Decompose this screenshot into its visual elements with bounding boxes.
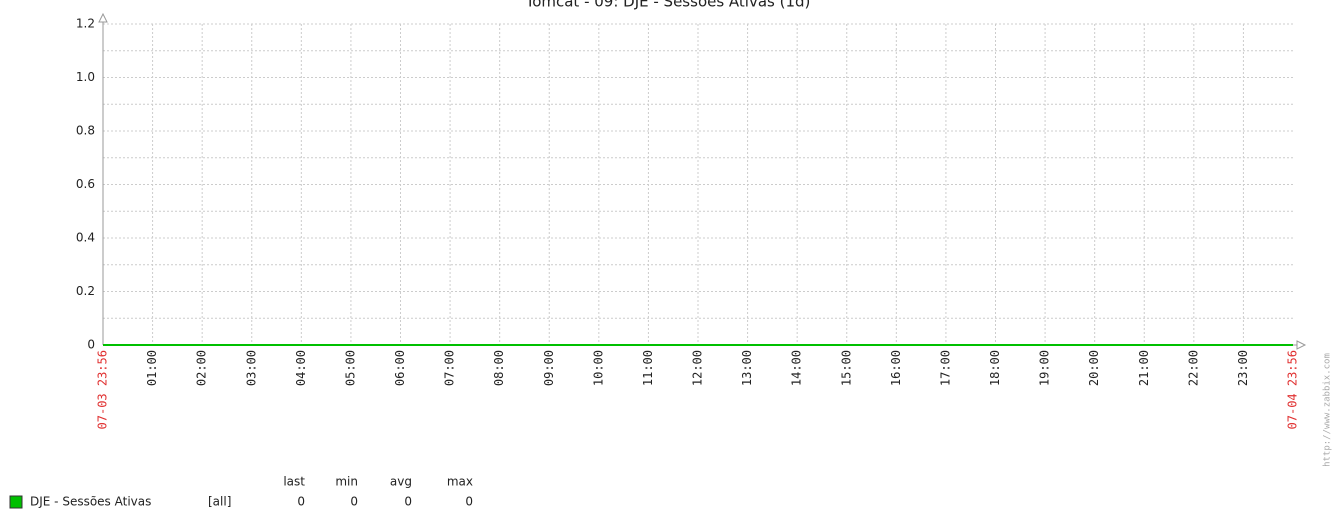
x-tick-label: 12:00: [691, 350, 705, 386]
y-axis-arrow: [98, 12, 108, 23]
legend-stat-header: avg: [390, 475, 412, 489]
legend-stat-value: 0: [350, 495, 358, 509]
legend-stat-value: 0: [465, 495, 473, 509]
legend-stat-header: last: [283, 475, 305, 489]
x-tick-label: 11:00: [641, 350, 655, 386]
x-tick-label: 07-04 23:56: [1286, 350, 1300, 429]
y-tick-label: 0.6: [76, 177, 95, 191]
y-tick-label: 1.0: [76, 70, 95, 84]
y-tick-label: 0.4: [76, 231, 95, 245]
legend-label: DJE - Sessões Ativas: [30, 495, 151, 509]
legend-stat-header: min: [335, 475, 358, 489]
x-tick-label: 05:00: [343, 350, 357, 386]
x-tick-label: 04:00: [294, 350, 308, 386]
legend-swatch: [9, 495, 23, 509]
x-tick-label: 16:00: [889, 350, 903, 386]
x-tick-label: 19:00: [1038, 350, 1052, 386]
x-tick-label: 03:00: [244, 350, 258, 386]
x-tick-label: 10:00: [591, 350, 605, 386]
y-tick-label: 0.8: [76, 124, 95, 138]
x-tick-label: 14:00: [790, 350, 804, 386]
legend-stat-value: 0: [404, 495, 412, 509]
x-tick-label: 09:00: [542, 350, 556, 386]
x-tick-label: 08:00: [492, 350, 506, 386]
x-tick-label: 13:00: [740, 350, 754, 386]
x-tick-label: 21:00: [1137, 350, 1151, 386]
x-tick-label: 22:00: [1186, 350, 1200, 386]
x-tick-label: 18:00: [988, 350, 1002, 386]
y-tick-label: 1.2: [76, 17, 95, 31]
x-tick-label: 01:00: [145, 350, 159, 386]
x-tick-label: 07-03 23:56: [96, 350, 110, 429]
y-tick-label: 0: [87, 338, 95, 352]
watermark: http://www.zabbix.com: [1323, 353, 1333, 467]
x-tick-label: 17:00: [938, 350, 952, 386]
x-tick-label: 02:00: [195, 350, 209, 386]
legend-stat-value: 0: [297, 495, 305, 509]
x-tick-label: 15:00: [839, 350, 853, 386]
x-axis-arrow: [1296, 340, 1307, 350]
x-tick-label: 06:00: [393, 350, 407, 386]
legend-scope: [all]: [208, 495, 231, 509]
legend-stat-header: max: [447, 475, 473, 489]
x-tick-label: 20:00: [1087, 350, 1101, 386]
x-tick-label: 23:00: [1236, 350, 1250, 386]
chart-title: Tomcat - 09: DJE - Sessões Ativas (1d): [525, 0, 811, 11]
x-tick-label: 07:00: [443, 350, 457, 386]
y-tick-label: 0.2: [76, 284, 95, 298]
